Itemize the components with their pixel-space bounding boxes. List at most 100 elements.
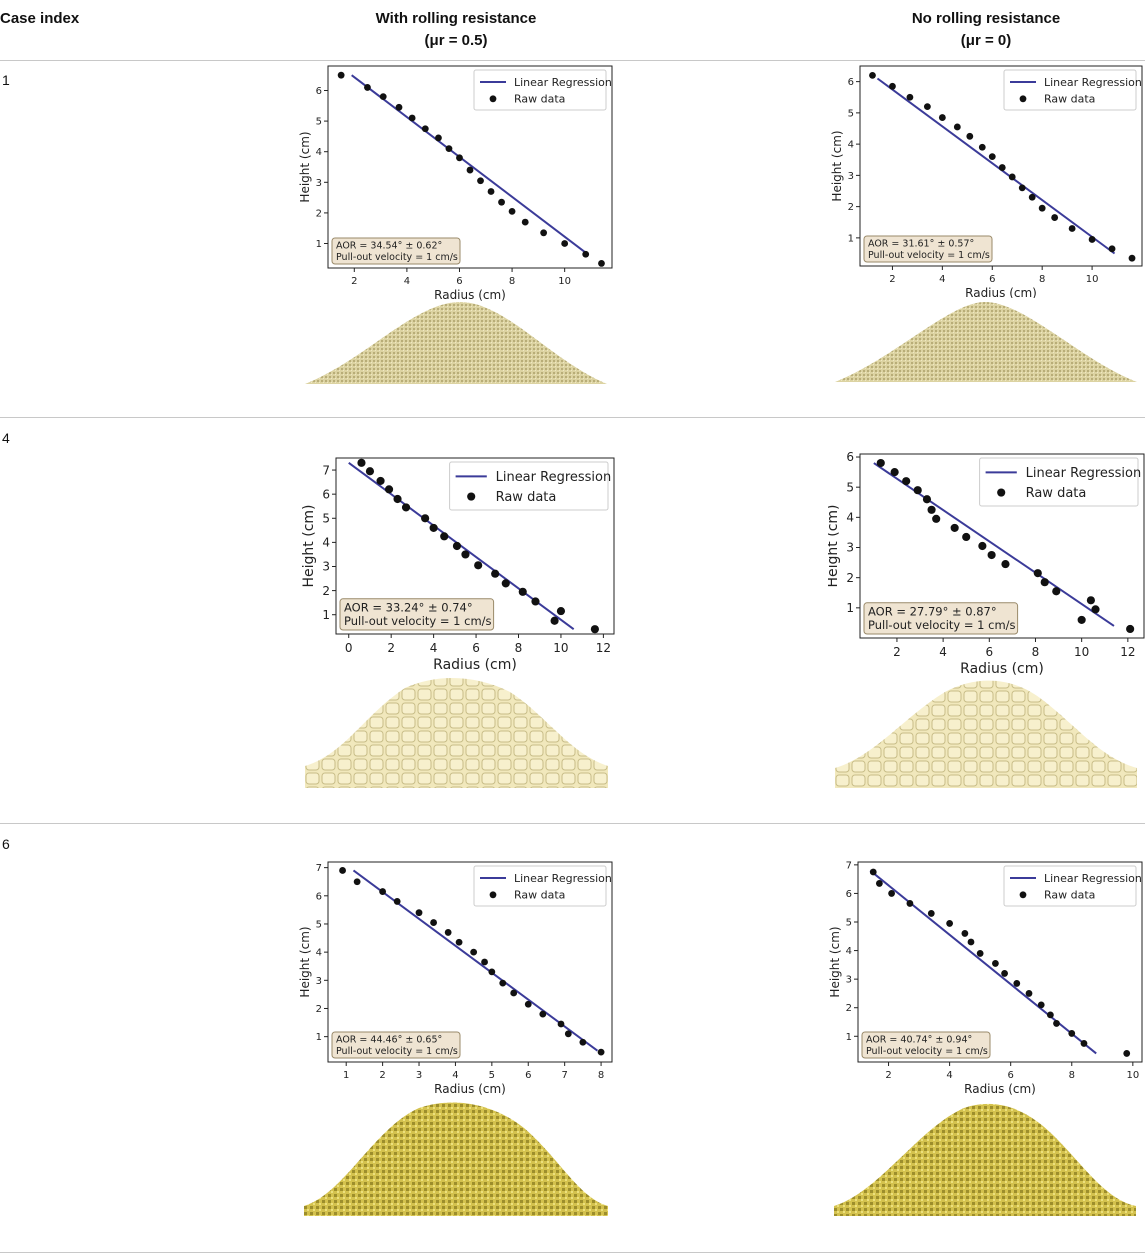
annotation-aor: AOR = 44.46° ± 0.65° (336, 1035, 442, 1046)
x-tick-label: 4 (404, 276, 410, 287)
data-point (540, 229, 548, 237)
y-tick-label: 5 (846, 918, 852, 929)
y-axis-label: Height (cm) (301, 505, 317, 588)
y-tick-label: 7 (316, 863, 322, 874)
data-point (598, 260, 605, 267)
legend-point-swatch (997, 488, 1006, 497)
data-point (950, 523, 959, 532)
y-tick-label: 4 (316, 147, 322, 158)
data-point (938, 114, 946, 121)
y-axis-label: Height (cm) (828, 505, 841, 588)
data-point (906, 900, 914, 907)
data-point (1033, 569, 1042, 578)
x-axis-label: Radius (cm) (960, 661, 1044, 676)
data-point (461, 550, 470, 559)
annotation-box (861, 1031, 991, 1059)
data-point (353, 878, 361, 886)
data-point (444, 929, 452, 936)
legend-point-swatch (489, 95, 497, 103)
data-point (510, 989, 518, 997)
data-point (1068, 1030, 1076, 1037)
data-point (518, 587, 527, 596)
data-point (1001, 970, 1008, 977)
legend-box (979, 457, 1139, 507)
data-point (477, 177, 484, 185)
data-point (421, 125, 429, 133)
data-point (531, 597, 540, 606)
x-tick-label: 5 (489, 1070, 495, 1081)
y-tick-label: 1 (848, 233, 854, 244)
y-tick-label: 1 (846, 1032, 852, 1043)
data-point (408, 114, 416, 122)
regression-line (351, 74, 587, 254)
y-tick-label: 6 (316, 891, 322, 902)
y-tick-label: 2 (846, 1003, 852, 1014)
annotation-velocity: Pull-out velocity = 1 cm/s (868, 250, 990, 261)
data-point (1068, 225, 1076, 232)
header-no-rolling-mu: (μr = 0) (960, 32, 1012, 49)
data-point (456, 154, 463, 162)
data-point (976, 950, 984, 957)
x-tick-label: 2 (387, 641, 395, 655)
data-point (379, 93, 387, 101)
legend-entry: Raw data (514, 93, 565, 106)
data-point (1080, 1040, 1088, 1047)
annotation-aor: AOR = 31.61° ± 0.57° (868, 239, 974, 250)
data-point (1013, 980, 1021, 987)
header-with-rolling-mu: (μr = 0.5) (424, 32, 488, 49)
x-tick-label: 8 (1032, 645, 1040, 659)
legend-entry: Linear Regression (1026, 466, 1142, 481)
data-point (498, 198, 505, 206)
data-point (988, 153, 996, 161)
x-tick-label: 4 (939, 645, 947, 659)
y-tick-label: 6 (848, 77, 854, 88)
pile-image-case4-with-rolling (305, 677, 608, 788)
x-tick-label: 4 (939, 274, 945, 285)
annotation-box (331, 237, 461, 265)
y-tick-label: 1 (316, 1032, 322, 1043)
x-tick-label: 8 (509, 276, 515, 287)
header-case-index: Case index (0, 10, 80, 27)
y-tick-label: 6 (322, 487, 330, 501)
data-point (491, 569, 500, 578)
x-axis-label: Radius (cm) (434, 288, 506, 302)
table-row: 1 (0, 60, 1145, 418)
y-tick-label: 4 (322, 536, 330, 550)
data-point (429, 523, 438, 532)
data-point (1086, 596, 1095, 605)
data-point (357, 458, 366, 467)
x-tick-label: 8 (515, 641, 523, 655)
x-tick-label: 2 (889, 274, 895, 285)
x-tick-label: 10 (1126, 1070, 1139, 1081)
data-point (488, 968, 496, 976)
x-tick-label: 10 (1086, 274, 1099, 285)
data-point (421, 514, 430, 523)
y-tick-label: 2 (316, 1004, 322, 1015)
data-point (481, 958, 488, 966)
x-tick-label: 7 (561, 1070, 567, 1081)
data-point (521, 218, 529, 226)
data-point (1123, 1050, 1131, 1057)
y-tick-label: 3 (322, 560, 330, 574)
data-point (384, 485, 394, 494)
y-tick-label: 1 (316, 239, 322, 250)
data-point (415, 909, 423, 917)
data-point (906, 93, 914, 101)
y-tick-label: 6 (846, 889, 852, 900)
data-point (393, 898, 401, 905)
annotation-box (863, 235, 993, 263)
legend-entry: Linear Regression (1044, 872, 1142, 885)
data-point (550, 616, 559, 625)
y-tick-label: 4 (846, 946, 852, 957)
data-point (1051, 214, 1059, 221)
pile-image-case6-with-rolling (304, 1102, 608, 1216)
data-point (466, 166, 474, 174)
y-tick-label: 5 (316, 117, 322, 128)
y-tick-label: 4 (848, 140, 854, 151)
data-point (992, 960, 999, 967)
data-point (902, 477, 911, 486)
data-point (978, 541, 987, 551)
